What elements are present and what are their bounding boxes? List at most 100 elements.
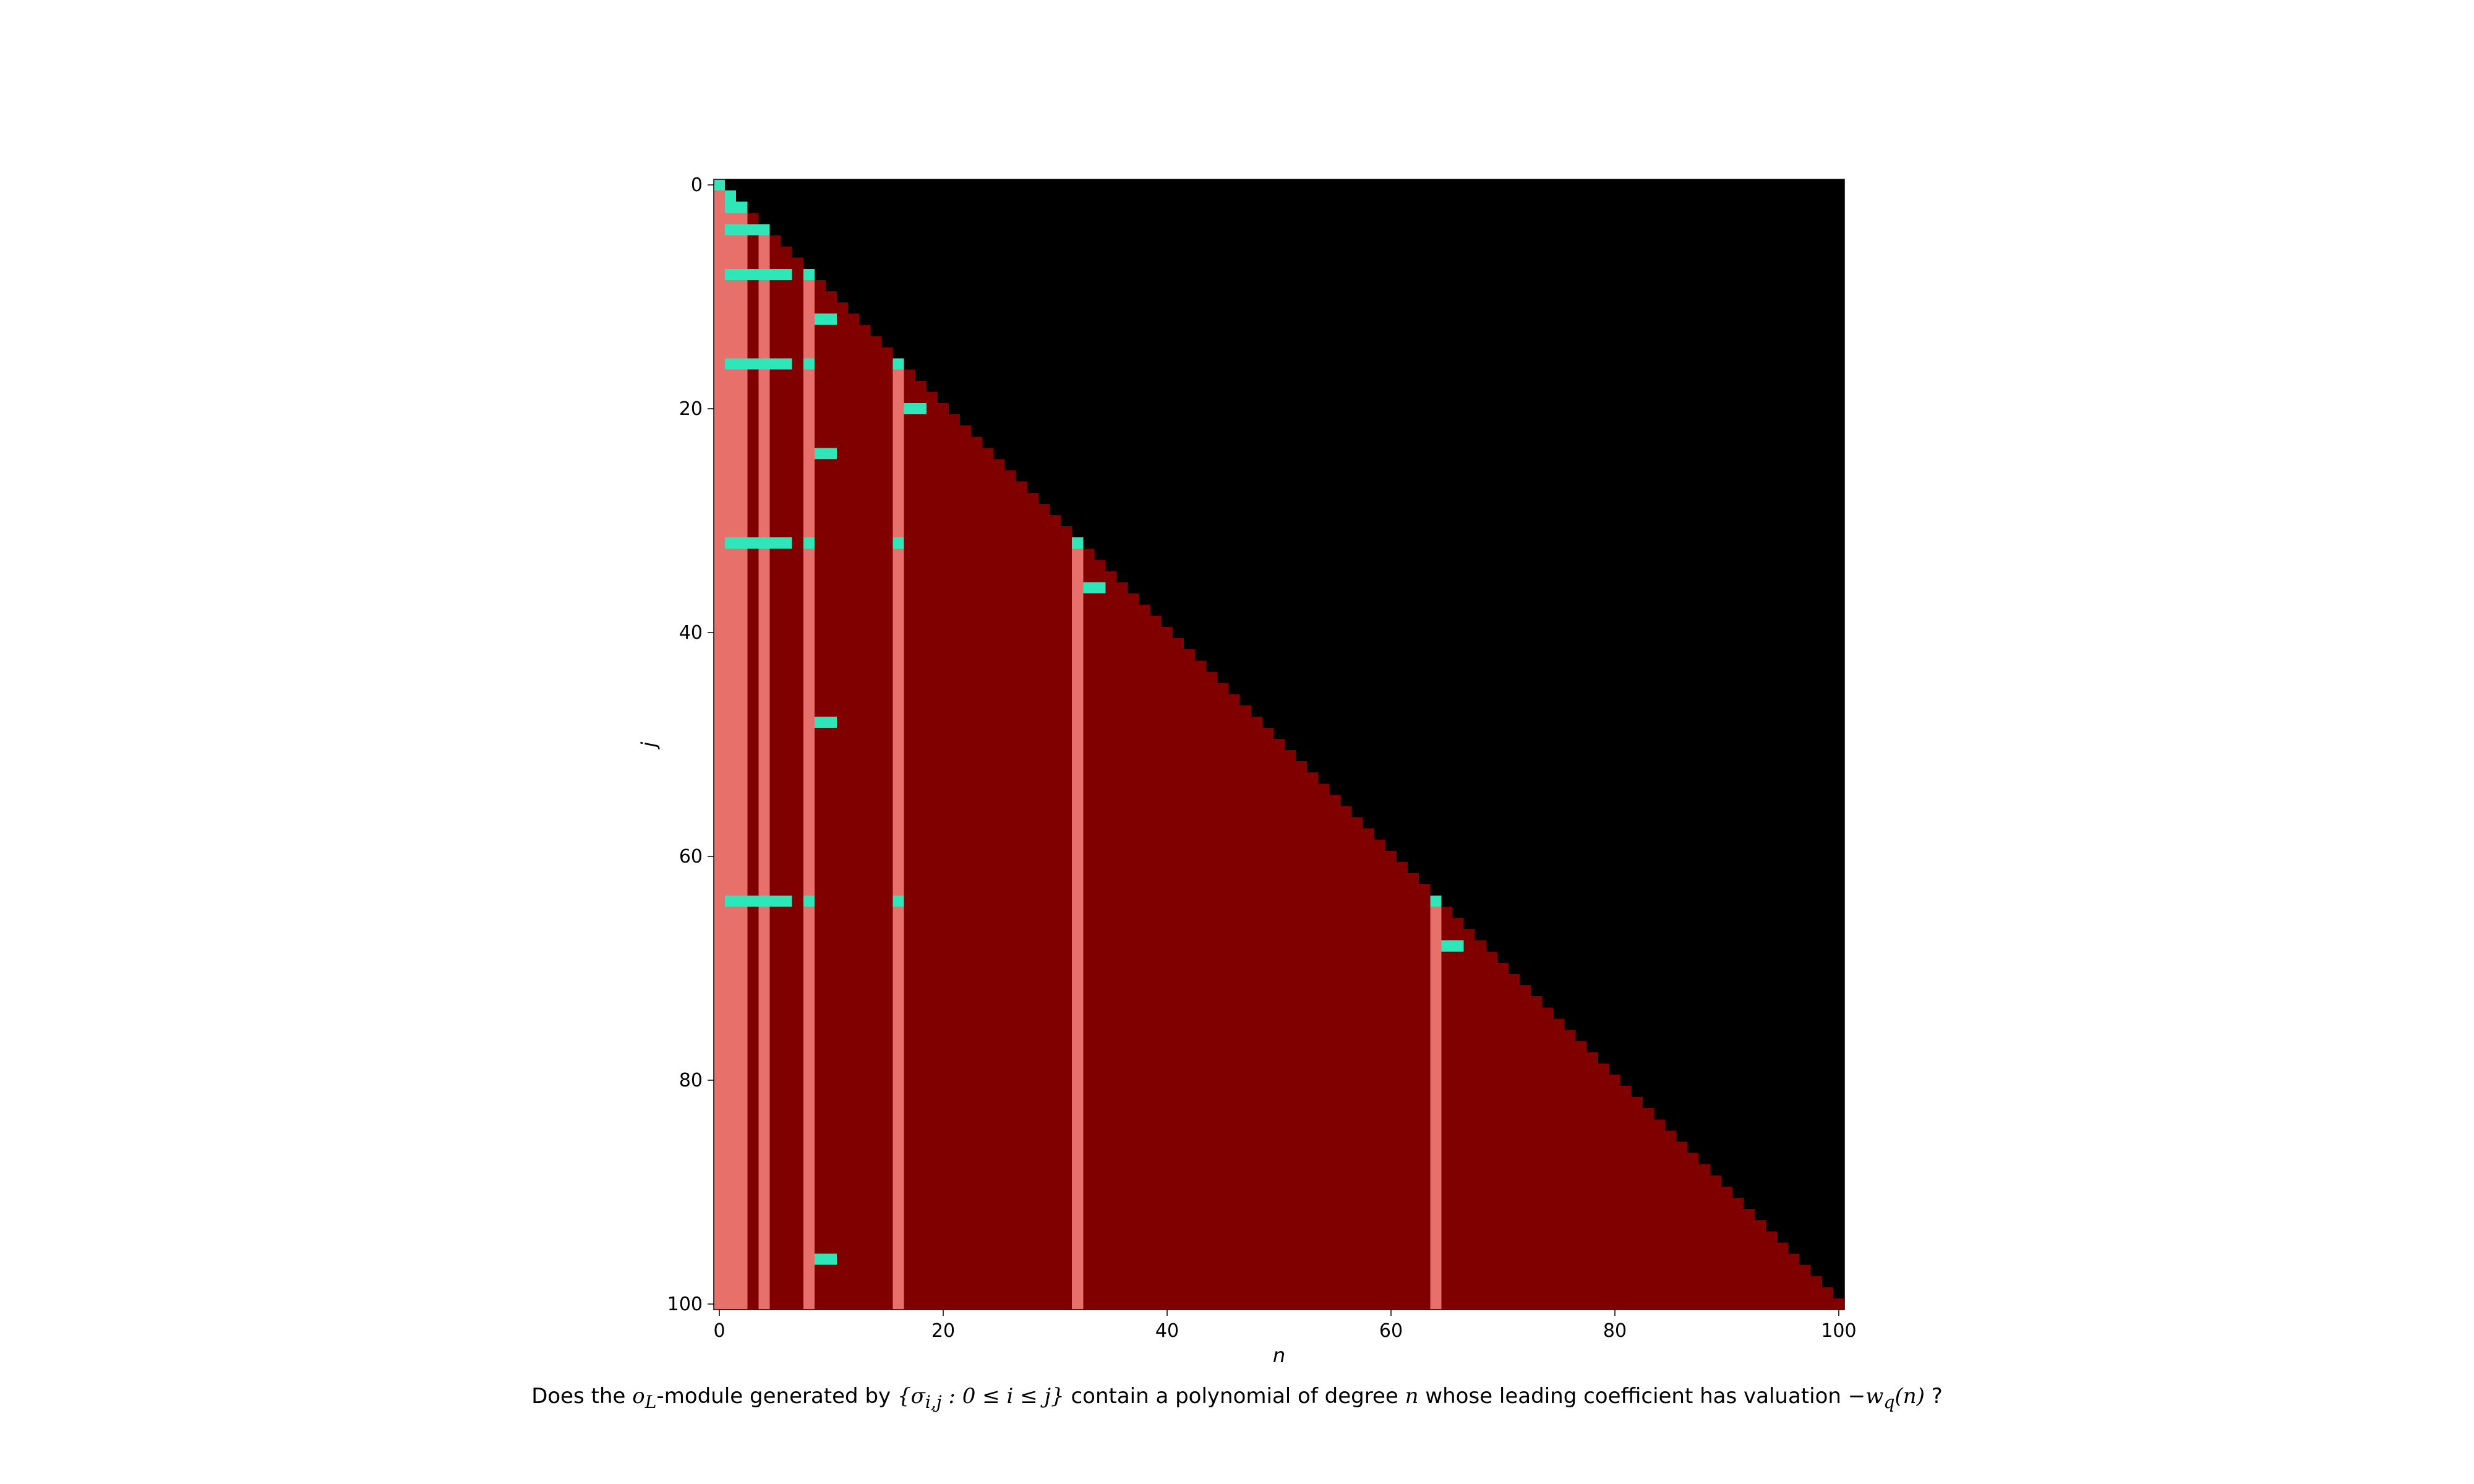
yes-cell-j4-n3	[747, 224, 759, 236]
y-axis-label: j	[637, 741, 661, 749]
caption-text-1: Does the	[531, 1384, 633, 1409]
yes-cell-j8-n8	[803, 268, 815, 280]
yes-cell-j64-n6	[781, 895, 792, 907]
caption-math-wn: (n)	[1894, 1384, 1925, 1409]
caption-math-w-sub: q	[1883, 1391, 1895, 1412]
yes-cell-j8-n3	[747, 268, 759, 280]
x-tick-label-60: 60	[1379, 1320, 1403, 1342]
x-tick-label-0: 0	[714, 1320, 726, 1342]
x-tick-label-20: 20	[931, 1320, 955, 1342]
yes-cell-j32-n8	[803, 537, 815, 549]
yes-cell-j20-n18	[915, 403, 927, 415]
caption-text-5: ?	[1924, 1384, 1943, 1409]
yes-cell-j8-n4	[758, 268, 770, 280]
yes-cell-j64-n3	[747, 895, 759, 907]
yes-cell-j64-n64	[1430, 895, 1442, 907]
yes-cell-j16-n4	[758, 358, 770, 370]
yes-cell-j48-n9	[814, 716, 826, 728]
yes-cell-j68-n65	[1441, 940, 1453, 952]
highlight-column-n64	[1430, 895, 1442, 1310]
yes-cell-j64-n1	[725, 895, 737, 907]
yes-cell-j64-n4	[758, 895, 770, 907]
yes-cell-j32-n6	[781, 537, 792, 549]
yes-cell-j96-n10	[825, 1253, 837, 1265]
yes-cell-j16-n5	[769, 358, 781, 370]
caption-math-range: : 0 ≤ i ≤ j}	[941, 1384, 1064, 1409]
yes-cell-j68-n66	[1452, 940, 1464, 952]
highlight-column-n1	[725, 190, 737, 1310]
yes-cell-j64-n5	[769, 895, 781, 907]
heatmap-cells	[714, 179, 1844, 1310]
caption-math-o: o	[632, 1384, 645, 1409]
yes-cell-j20-n17	[904, 403, 915, 415]
caption-text-2: -module generated by	[656, 1384, 897, 1409]
y-tick-label-80: 80	[679, 1070, 703, 1091]
yes-cell-j12-n9	[814, 313, 826, 325]
yes-cell-j96-n9	[814, 1253, 826, 1265]
x-tick-label-40: 40	[1155, 1320, 1179, 1342]
yes-cell-j4-n2	[736, 224, 748, 236]
yes-cell-j8-n6	[781, 268, 792, 280]
yes-cell-j64-n16	[892, 895, 904, 907]
highlight-column-n8	[803, 268, 815, 1310]
caption-math-w: −w	[1847, 1384, 1884, 1409]
caption-math-o-sub: L	[644, 1391, 657, 1412]
highlight-column-n32	[1072, 537, 1084, 1310]
yes-cell-j16-n3	[747, 358, 759, 370]
yes-cell-j16-n2	[736, 358, 748, 370]
yes-cell-j4-n1	[725, 224, 737, 236]
x-tick-label-80: 80	[1603, 1320, 1627, 1342]
caption-math-sigma-sub: i,j	[925, 1391, 942, 1412]
yes-cell-j32-n32	[1072, 537, 1084, 549]
highlight-column-n4	[758, 224, 770, 1310]
yes-cell-j24-n10	[825, 448, 837, 459]
yes-cell-j32-n1	[725, 537, 737, 549]
yes-cell-j24-n9	[814, 448, 826, 459]
yes-cell-j8-n2	[736, 268, 748, 280]
yes-cell-j8-n1	[725, 268, 737, 280]
y-tick-label-20: 20	[679, 398, 703, 420]
plot-frame	[713, 179, 1845, 1310]
yes-cell-j16-n16	[892, 358, 904, 370]
lower-triangle-region	[714, 179, 1844, 1310]
caption-text-3: contain a polynomial of degree	[1064, 1384, 1405, 1409]
yes-cell-j64-n8	[803, 895, 815, 907]
y-tick-label-100: 100	[667, 1294, 703, 1315]
highlight-column-n0	[714, 179, 726, 1310]
caption-text-4: whose leading coefficient has valuation	[1418, 1384, 1848, 1409]
y-axis-ticks: 0 20 40 60 80 100	[667, 174, 714, 1315]
yes-cell-j2-n1	[725, 202, 737, 213]
yes-cell-j32-n5	[769, 537, 781, 549]
figure-caption: Does the oL-module generated by {σi,j : …	[0, 1384, 2474, 1412]
caption-math-valuation: −wq(n)	[1847, 1384, 1925, 1412]
yes-cell-j4-n4	[758, 224, 770, 236]
yes-cell-j1-n1	[725, 190, 737, 202]
yes-cell-j36-n34	[1094, 582, 1106, 594]
caption-math-n: n	[1405, 1384, 1419, 1409]
yes-cell-j48-n10	[825, 716, 837, 728]
x-tick-label-100: 100	[1821, 1320, 1856, 1342]
highlight-column-n16	[892, 358, 904, 1310]
yes-cell-j64-n2	[736, 895, 748, 907]
yes-cell-j36-n33	[1083, 582, 1095, 594]
caption-math-set: {σi,j : 0 ≤ i ≤ j}	[897, 1384, 1064, 1412]
yes-cell-j32-n3	[747, 537, 759, 549]
x-axis-ticks: 0 20 40 60 80 100	[714, 1310, 1857, 1342]
y-tick-label-60: 60	[679, 846, 703, 868]
y-tick-label-0: 0	[691, 174, 703, 196]
yes-cell-j8-n5	[769, 268, 781, 280]
yes-cell-j32-n16	[892, 537, 904, 549]
caption-math-sigma: {σ	[897, 1384, 925, 1409]
x-axis-label: n	[1273, 1344, 1285, 1367]
yes-cell-j32-n2	[736, 537, 748, 549]
yes-cell-j12-n10	[825, 313, 837, 325]
yes-cell-j16-n8	[803, 358, 815, 370]
caption-math-ol: oL	[632, 1384, 657, 1412]
y-tick-label-40: 40	[679, 622, 703, 644]
yes-cell-j16-n6	[781, 358, 792, 370]
yes-cell-j2-n2	[736, 202, 748, 213]
highlight-column-n2	[736, 202, 748, 1310]
yes-cell-j0-n0	[714, 179, 726, 191]
yes-cell-j32-n4	[758, 537, 770, 549]
